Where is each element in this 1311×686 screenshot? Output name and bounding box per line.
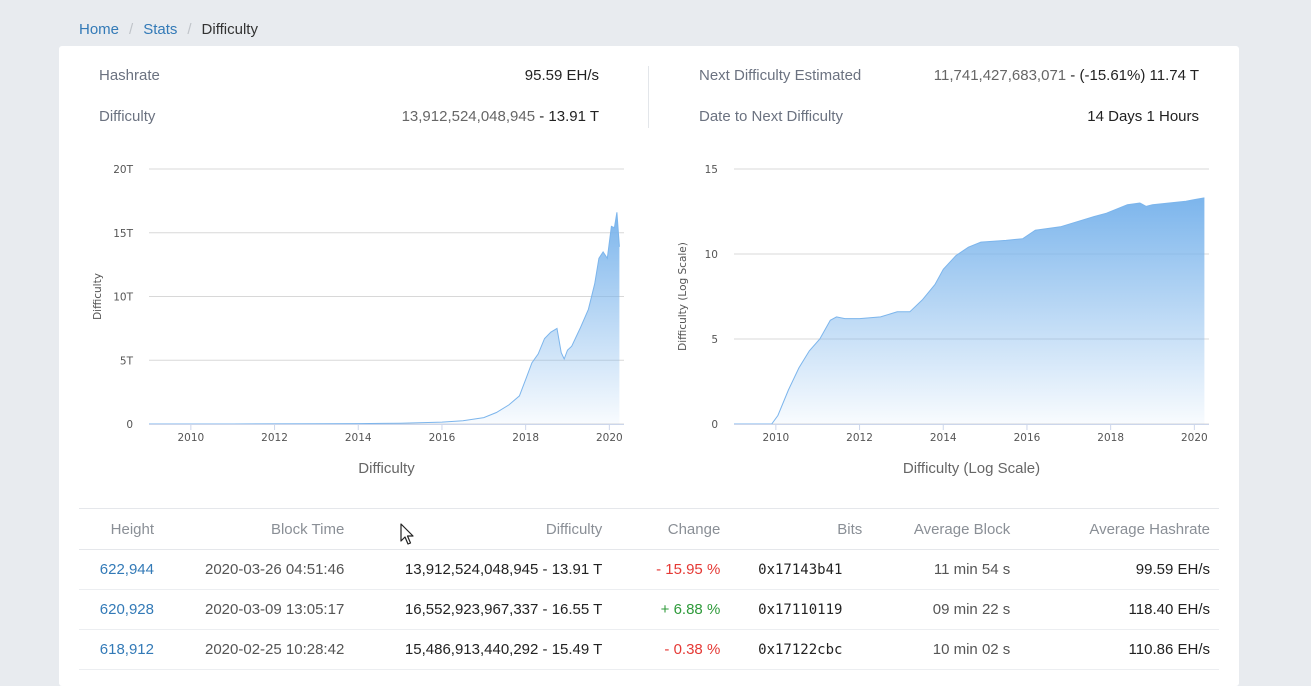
- x-tick-label: 2014: [930, 432, 957, 444]
- x-tick-label: 2018: [1097, 432, 1124, 444]
- col-average-block-header[interactable]: Average Block: [871, 509, 1020, 550]
- row-bits: 0x17122cbc: [729, 629, 872, 670]
- y-tick-label: 15: [705, 164, 718, 176]
- row-average-block: 11 min 54 s: [871, 549, 1020, 590]
- table-row: 622,944 2020-03-26 04:51:46 13,912,524,0…: [79, 549, 1219, 590]
- x-tick-label: 2020: [1181, 432, 1208, 444]
- y-tick-label: 15T: [113, 228, 133, 240]
- breadcrumb-separator: /: [129, 20, 134, 38]
- row-change: + 6.88 %: [611, 589, 730, 630]
- x-tick-label: 2020: [596, 432, 623, 444]
- hashrate-value: 95.59 EH/s: [524, 67, 599, 84]
- x-tick-label: 2012: [846, 432, 873, 444]
- y-tick-label: 20T: [113, 164, 133, 176]
- chart-title: Difficulty (Log Scale): [903, 460, 1040, 477]
- next-difficulty-label: Next Difficulty Estimated: [699, 67, 862, 84]
- breadcrumb-current: Difficulty: [201, 20, 258, 38]
- next-difficulty-value: 11,741,427,683,071 - (-15.61%) 11.74 T: [934, 66, 1199, 86]
- breadcrumb: Home / Stats / Difficulty: [79, 19, 258, 39]
- block-height-link[interactable]: 618,912: [99, 641, 154, 658]
- next-difficulty-dash: -: [1066, 67, 1080, 84]
- x-tick-label: 2018: [512, 432, 539, 444]
- chart-title: Difficulty: [358, 460, 415, 477]
- next-difficulty-raw: 11,741,427,683,071: [933, 67, 1067, 84]
- row-average-block: 10 min 02 s: [871, 629, 1020, 670]
- next-date-stat: Date to Next Difficulty 14 Days 1 Hours: [699, 107, 1199, 127]
- row-change: - 0.38 %: [611, 629, 730, 670]
- breadcrumb-home-link[interactable]: Home: [79, 20, 120, 38]
- y-tick-label: 0: [711, 419, 718, 431]
- difficulty-label: Difficulty: [99, 108, 156, 125]
- row-height-cell: 618,912: [79, 629, 163, 670]
- col-average-hashrate-header[interactable]: Average Hashrate: [1019, 509, 1219, 550]
- x-tick-label: 2016: [429, 432, 456, 444]
- next-difficulty-stat: Next Difficulty Estimated 11,741,427,683…: [699, 66, 1199, 86]
- row-height-cell: 622,944: [79, 549, 163, 590]
- difficulty-value: 13,912,524,048,945 - 13.91 T: [402, 107, 599, 127]
- difficulty-log-chart-svg: 0 5 10 15 2010 2012 2014 2016 2018 2020 Difficulty…: [677, 164, 1209, 477]
- next-date-value: 14 Days 1 Hours: [1087, 108, 1199, 125]
- y-tick-label: 0: [126, 419, 133, 431]
- hashrate-stat: Hashrate 95.59 EH/s: [99, 66, 599, 86]
- col-height-header[interactable]: Height: [79, 509, 163, 550]
- table-header-row: Height Block Time Difficulty Change Bits…: [79, 509, 1219, 550]
- row-bits: 0x17143b41: [729, 549, 872, 590]
- difficulty-area: [734, 197, 1205, 424]
- x-tick-label: 2014: [345, 432, 372, 444]
- y-tick-label: 5T: [120, 355, 134, 367]
- col-change-header[interactable]: Change: [611, 509, 730, 550]
- row-average-hashrate: 118.40 EH/s: [1019, 589, 1219, 630]
- row-average-hashrate: 99.59 EH/s: [1019, 549, 1219, 590]
- breadcrumb-separator: /: [187, 20, 192, 38]
- table-row: 620,928 2020-03-09 13:05:17 16,552,923,9…: [79, 589, 1219, 630]
- difficulty-stat: Difficulty 13,912,524,048,945 - 13.91 T: [99, 107, 599, 127]
- difficulty-log-chart: 0 5 10 15 2010 2012 2014 2016 2018 2020 Difficulty…: [664, 146, 1224, 486]
- difficulty-series-line: [734, 197, 1205, 425]
- y-axis-title: Difficulty (Log Scale): [677, 242, 689, 351]
- row-block-time: 2020-03-09 13:05:17: [163, 589, 354, 630]
- x-tick-label: 2010: [177, 432, 204, 444]
- difficulty-chart-svg: 0 5T 10T 15T 20T 2010 2012 2014 2016 2018 2020 Diff…: [92, 164, 624, 477]
- row-height-cell: 620,928: [79, 589, 163, 630]
- row-change: - 15.95 %: [611, 549, 730, 590]
- row-block-time: 2020-03-26 04:51:46: [163, 549, 354, 590]
- x-tick-label: 2010: [762, 432, 789, 444]
- row-difficulty: 15,486,913,440,292 - 15.49 T: [353, 629, 612, 670]
- row-average-hashrate: 110.86 EH/s: [1019, 629, 1219, 670]
- next-difficulty-short: (-15.61%) 11.74 T: [1079, 67, 1199, 84]
- hashrate-label: Hashrate: [99, 67, 160, 84]
- breadcrumb-stats-link[interactable]: Stats: [143, 20, 178, 38]
- row-difficulty: 13,912,524,048,945 - 13.91 T: [353, 549, 612, 590]
- row-average-block: 09 min 22 s: [871, 589, 1020, 630]
- y-tick-label: 10T: [113, 292, 133, 304]
- table-row: 618,912 2020-02-25 10:28:42 15,486,913,4…: [79, 629, 1219, 670]
- y-axis-title: Difficulty: [92, 273, 104, 320]
- difficulty-raw: 13,912,524,048,945: [401, 108, 536, 125]
- x-tick-label: 2016: [1014, 432, 1041, 444]
- block-height-link[interactable]: 622,944: [99, 561, 154, 578]
- difficulty-short: 13.91 T: [548, 108, 599, 125]
- y-tick-label: 5: [711, 334, 718, 346]
- difficulty-dash: -: [535, 108, 549, 125]
- y-tick-label: 10: [705, 249, 718, 261]
- mouse-cursor-icon: [400, 523, 414, 545]
- difficulty-area: [149, 212, 620, 424]
- row-bits: 0x17110119: [729, 589, 872, 630]
- col-block-time-header[interactable]: Block Time: [163, 509, 354, 550]
- difficulty-table: Height Block Time Difficulty Change Bits…: [79, 508, 1219, 670]
- next-date-label: Date to Next Difficulty: [699, 108, 843, 125]
- difficulty-series-line: [149, 212, 620, 425]
- stats-divider: [648, 66, 649, 128]
- row-block-time: 2020-02-25 10:28:42: [163, 629, 354, 670]
- row-difficulty: 16,552,923,967,337 - 16.55 T: [353, 589, 612, 630]
- difficulty-card: Hashrate 95.59 EH/s Difficulty 13,912,52…: [59, 46, 1239, 686]
- col-bits-header[interactable]: Bits: [729, 509, 872, 550]
- x-tick-label: 2012: [261, 432, 288, 444]
- difficulty-chart: 0 5T 10T 15T 20T 2010 2012 2014 2016 2018 2020 Diff…: [79, 146, 639, 486]
- block-height-link[interactable]: 620,928: [99, 601, 154, 618]
- col-difficulty-header[interactable]: Difficulty: [353, 509, 612, 550]
